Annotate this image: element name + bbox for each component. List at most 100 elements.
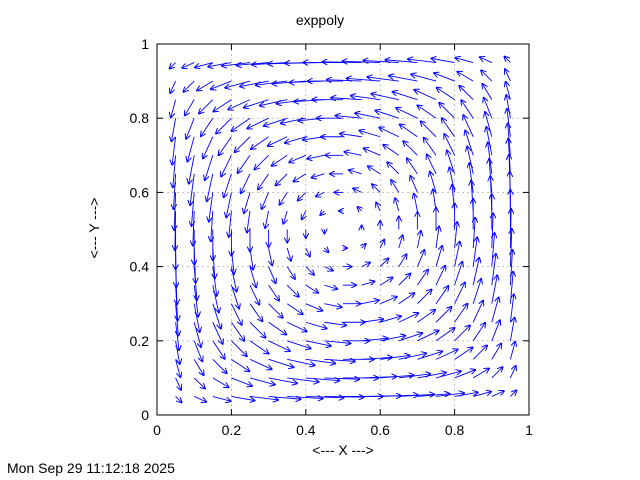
vector-arrow — [439, 103, 455, 119]
vector-arrow — [472, 345, 487, 360]
vector-arrow — [444, 134, 456, 156]
vector-arrow — [193, 340, 202, 362]
vector-arrow — [254, 154, 269, 169]
vector-arrow — [417, 310, 435, 323]
vector-arrow — [455, 222, 458, 249]
vector-arrow — [380, 355, 410, 360]
vector-arrow — [491, 297, 499, 323]
vector-arrow — [427, 154, 437, 175]
vector-arrow — [379, 258, 388, 267]
vector-arrow — [417, 330, 439, 342]
vector-arrow — [229, 210, 232, 237]
vector-arrow — [212, 322, 223, 344]
vector-arrow — [403, 141, 418, 156]
vector-arrow — [484, 97, 493, 119]
vector-arrow — [208, 62, 232, 67]
vector-arrow — [286, 303, 303, 315]
vector-arrow — [509, 317, 514, 341]
vector-arrow — [237, 155, 251, 173]
vector-arrow — [435, 307, 452, 323]
vector-arrow — [268, 358, 294, 367]
vector-arrow — [305, 303, 323, 311]
vector-arrow — [175, 340, 180, 365]
vector-arrow — [417, 269, 428, 286]
vector-arrow — [268, 396, 302, 399]
vector-arrow — [265, 210, 270, 229]
vector-arrow — [171, 99, 177, 118]
vector-arrow — [399, 124, 418, 138]
vector-arrow — [380, 336, 405, 342]
vector-arrow — [218, 136, 232, 156]
vector-arrow — [431, 58, 455, 63]
vector-arrow — [410, 175, 418, 193]
vector-arrow — [174, 192, 175, 230]
vector-arrow — [212, 359, 227, 373]
vector-arrow — [183, 80, 195, 92]
vector-arrow — [398, 313, 419, 323]
vector-arrow — [199, 99, 214, 114]
vector-arrow — [452, 185, 455, 211]
vector-arrow — [316, 192, 325, 196]
vector-arrow — [417, 351, 442, 360]
vector-arrow — [481, 70, 493, 82]
vector-arrow — [230, 303, 242, 326]
vector-arrow — [287, 247, 291, 261]
vector-arrow — [324, 341, 350, 344]
vector-arrow — [472, 322, 485, 342]
y-tick-label: 1 — [141, 36, 149, 52]
vector-arrow — [305, 396, 344, 397]
vector-arrow — [249, 377, 275, 385]
vector-arrow — [357, 207, 361, 211]
vector-arrow — [249, 284, 259, 305]
vector-arrow — [224, 173, 232, 198]
vector-arrow — [324, 285, 337, 289]
vector-arrow — [472, 278, 481, 304]
vector-arrow — [171, 118, 177, 142]
vector-arrow — [472, 237, 477, 267]
vector-arrow — [344, 152, 362, 156]
vector-arrow — [231, 396, 255, 400]
vector-arrow — [212, 340, 225, 359]
vector-arrow — [305, 378, 340, 381]
vector-arrow — [398, 254, 407, 267]
vector-arrow — [361, 262, 371, 266]
vector-arrow — [346, 78, 381, 81]
x-tick-label: 0.6 — [370, 422, 390, 438]
vector-arrow — [417, 372, 446, 379]
vector-arrow — [209, 192, 214, 222]
vector-arrow — [306, 247, 310, 257]
vector-arrow — [387, 162, 400, 175]
vector-arrow — [268, 340, 291, 351]
vector-arrow — [380, 375, 414, 378]
vector-arrow — [240, 80, 269, 87]
vector-arrow — [395, 198, 399, 212]
vector-arrow — [283, 210, 287, 224]
vector-arrow — [212, 285, 219, 313]
vector-arrow — [435, 393, 464, 397]
vector-arrow — [324, 359, 355, 361]
vector-arrow — [226, 192, 232, 217]
vector-arrow — [376, 202, 380, 212]
vector-arrow — [509, 366, 516, 379]
vector-arrow — [380, 239, 384, 249]
vector-arrow — [379, 127, 399, 138]
vector-arrow — [508, 123, 511, 156]
vector-arrow — [361, 281, 375, 285]
vector-arrow — [447, 150, 456, 174]
vector-arrow — [420, 121, 437, 138]
vector-arrow — [435, 328, 455, 342]
vector-arrow — [433, 189, 436, 212]
y-tick-label: 0.8 — [130, 110, 150, 126]
vector-arrow — [454, 370, 476, 379]
vector-arrow — [326, 80, 362, 81]
vector-arrow — [505, 69, 511, 82]
vector-arrow — [455, 58, 474, 63]
vector-arrow — [423, 137, 437, 156]
vector-arrow — [289, 154, 306, 162]
vector-arrow — [186, 118, 195, 139]
vector-arrows — [169, 56, 516, 402]
vector-arrow — [361, 319, 384, 322]
vector-arrow — [454, 325, 471, 342]
vector-arrow — [434, 73, 455, 82]
vector-arrow — [287, 358, 315, 365]
